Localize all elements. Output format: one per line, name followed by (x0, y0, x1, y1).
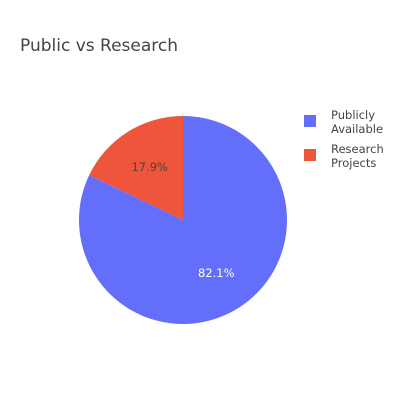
slice-label-publicly-available: 82.1% (198, 266, 235, 280)
legend-swatch-publicly-available[interactable] (304, 115, 316, 127)
legend-label-publicly-available[interactable]: Publicly Available (331, 108, 383, 136)
chart-title: Public vs Research (20, 36, 178, 56)
legend-label-line: Available (331, 122, 383, 136)
pie-slices (78, 116, 287, 324)
legend-label-line: Research (331, 142, 384, 156)
slice-labels: 82.1% 17.9% (131, 160, 234, 280)
legend-label-line: Projects (331, 156, 376, 170)
legend-label-line: Publicly (331, 108, 375, 122)
slice-label-research-projects: 17.9% (131, 160, 168, 174)
legend-swatch-research-projects[interactable] (304, 149, 316, 161)
legend-label-research-projects[interactable]: Research Projects (331, 142, 387, 170)
legend: Publicly Available Research Projects (304, 108, 387, 170)
pie-slice-research-projects[interactable] (89, 116, 183, 220)
